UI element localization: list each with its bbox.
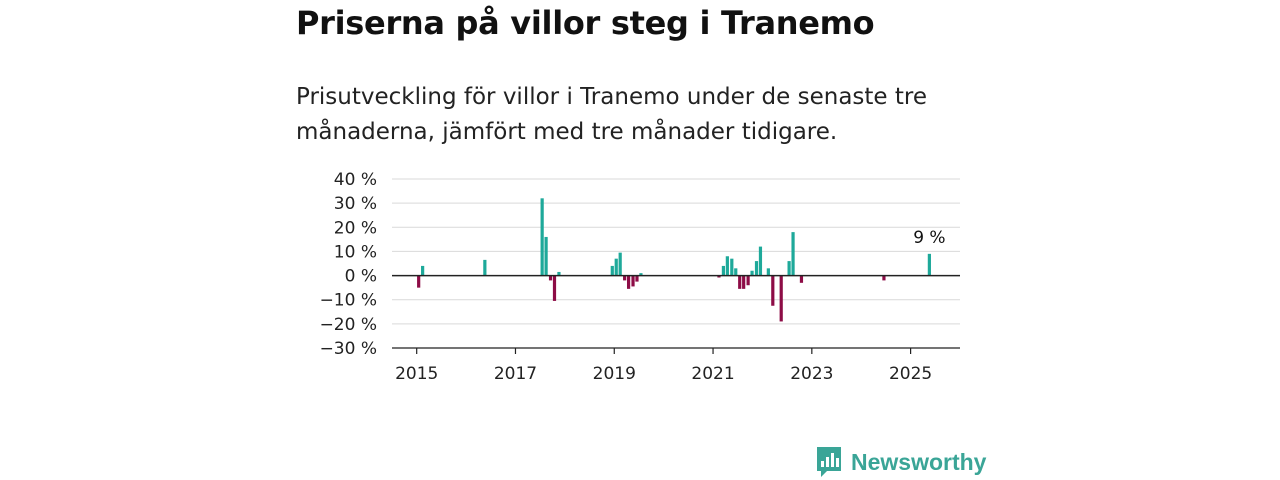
y-tick-label: 20 % bbox=[334, 218, 377, 238]
x-tick-label: 2023 bbox=[790, 364, 833, 384]
bar bbox=[635, 275, 639, 282]
bar bbox=[717, 275, 721, 278]
bar bbox=[754, 261, 759, 276]
bar bbox=[540, 198, 544, 276]
bar bbox=[730, 258, 734, 276]
bar bbox=[750, 270, 754, 276]
bars bbox=[417, 198, 931, 322]
page-title: Priserna på villor steg i Tranemo bbox=[296, 4, 875, 42]
bar bbox=[758, 246, 763, 276]
x-tick-label: 2015 bbox=[395, 364, 438, 384]
brand-name: Newsworthy bbox=[851, 448, 987, 475]
grid-lines bbox=[392, 178, 960, 325]
bar bbox=[610, 265, 614, 276]
y-axis: 40 % 30 % 20 % 10 % 0 % −10 % −20 % −30 % bbox=[320, 170, 377, 359]
y-tick-label: −30 % bbox=[320, 339, 377, 359]
bar bbox=[544, 236, 548, 276]
last-value-label: 9 % bbox=[913, 228, 945, 248]
bar-chart-speech-bubble-icon bbox=[817, 447, 841, 477]
bar bbox=[799, 275, 804, 283]
chart-subtitle: Prisutveckling för villor i Tranemo unde… bbox=[296, 84, 927, 145]
bar bbox=[771, 275, 775, 306]
bar bbox=[483, 259, 487, 276]
bar bbox=[614, 258, 618, 276]
y-tick-label: 0 % bbox=[345, 267, 377, 287]
annotations: 9 % bbox=[913, 228, 945, 248]
x-tick-label: 2019 bbox=[593, 364, 636, 384]
bar bbox=[725, 256, 729, 276]
x-axis: 2015 2017 2019 2021 2023 2025 bbox=[392, 347, 960, 384]
bar bbox=[623, 275, 627, 281]
bar bbox=[417, 275, 421, 288]
y-tick-label: 30 % bbox=[334, 194, 377, 214]
x-tick-label: 2021 bbox=[691, 364, 734, 384]
y-tick-label: 10 % bbox=[334, 242, 377, 262]
bar bbox=[552, 275, 557, 301]
bar bbox=[766, 268, 770, 276]
y-tick-label: −10 % bbox=[320, 291, 377, 311]
x-tick-label: 2025 bbox=[889, 364, 932, 384]
y-tick-label: −20 % bbox=[320, 315, 377, 335]
bar bbox=[421, 265, 425, 276]
bar bbox=[779, 275, 783, 322]
bar bbox=[639, 273, 643, 276]
brand-logo: Newsworthy bbox=[815, 446, 986, 478]
bar bbox=[631, 275, 635, 287]
bar bbox=[618, 252, 622, 276]
y-tick-label: 40 % bbox=[334, 170, 377, 190]
bar bbox=[927, 253, 931, 276]
bar bbox=[626, 275, 631, 289]
bar bbox=[557, 271, 561, 276]
bar-chart: 40 %30 %20 %10 %0 %−10 %−20 %−30 % 2015 2… bbox=[320, 170, 960, 384]
bar bbox=[787, 261, 791, 276]
bar bbox=[721, 265, 726, 276]
bar bbox=[791, 232, 795, 276]
bar bbox=[738, 275, 742, 289]
x-tick-label: 2017 bbox=[494, 364, 537, 384]
bar bbox=[548, 275, 553, 281]
bar bbox=[746, 275, 750, 286]
bar bbox=[742, 275, 746, 289]
bar bbox=[734, 268, 738, 276]
bar bbox=[882, 275, 886, 281]
